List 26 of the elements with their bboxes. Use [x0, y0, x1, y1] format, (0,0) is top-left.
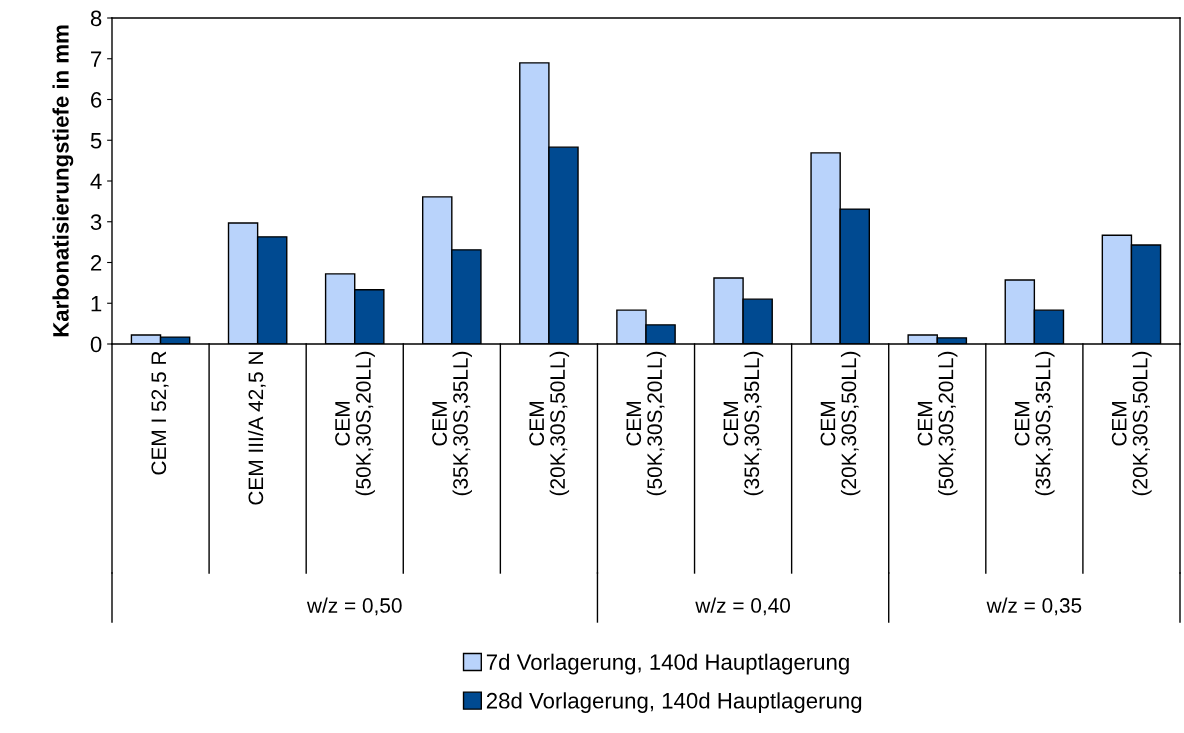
- legend-label: 28d Vorlagerung, 140d Hauptlagerung: [486, 692, 862, 713]
- text: w/z = 0,50: [306, 597, 402, 616]
- y-tick-label: 2: [91, 255, 102, 271]
- y-tick-label: 3: [90, 214, 102, 231]
- x-tick-label: CEM (50K,30S,20LL): [917, 351, 958, 496]
- x-tick-label: CEM (50K,30S,20LL): [626, 351, 667, 496]
- x-tick-label: CEM (20K,30S,50LL): [1111, 351, 1152, 496]
- x-tick-label: CEM (20K,30S,50LL): [529, 351, 570, 496]
- legend-label: 7d Vorlagerung, 140d Hauptlagerung: [486, 653, 849, 675]
- y-tick-label: 5: [90, 133, 102, 149]
- x-tick-label: CEM (35K,30S,35LL): [723, 351, 764, 496]
- x-tick-label: CEM III/A 42,5 N: [247, 352, 266, 505]
- x-tick-label: CEM (20K,30S,50LL): [820, 351, 861, 496]
- y-tick-label: 8: [90, 10, 102, 27]
- x-tick-label: CEM (35K,30S,35LL): [1014, 351, 1055, 496]
- text: w/z = 0,40: [695, 597, 791, 616]
- text: w/z = 0,35: [986, 597, 1082, 616]
- y-tick-label: 4: [90, 173, 102, 190]
- x-tick-label: CEM I 52,5 R: [151, 351, 169, 475]
- y-tick-label: 0: [90, 336, 102, 353]
- y-axis-title: Karbonatisierungstiefe in mm: [52, 25, 74, 337]
- y-tick-label: 1: [91, 296, 102, 312]
- y-tick-label: 6: [91, 92, 102, 108]
- x-tick-label: CEM (50K,30S,20LL): [335, 351, 375, 496]
- y-tick-label: 7: [91, 51, 102, 67]
- x-tick-label: CEM (35K,30S,35LL): [432, 351, 472, 496]
